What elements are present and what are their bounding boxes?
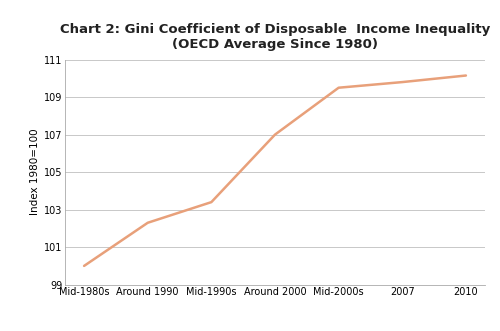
- Title: Chart 2: Gini Coefficient of Disposable  Income Inequality
(OECD Average Since 1: Chart 2: Gini Coefficient of Disposable …: [60, 24, 490, 51]
- Y-axis label: Index 1980=100: Index 1980=100: [30, 129, 40, 215]
